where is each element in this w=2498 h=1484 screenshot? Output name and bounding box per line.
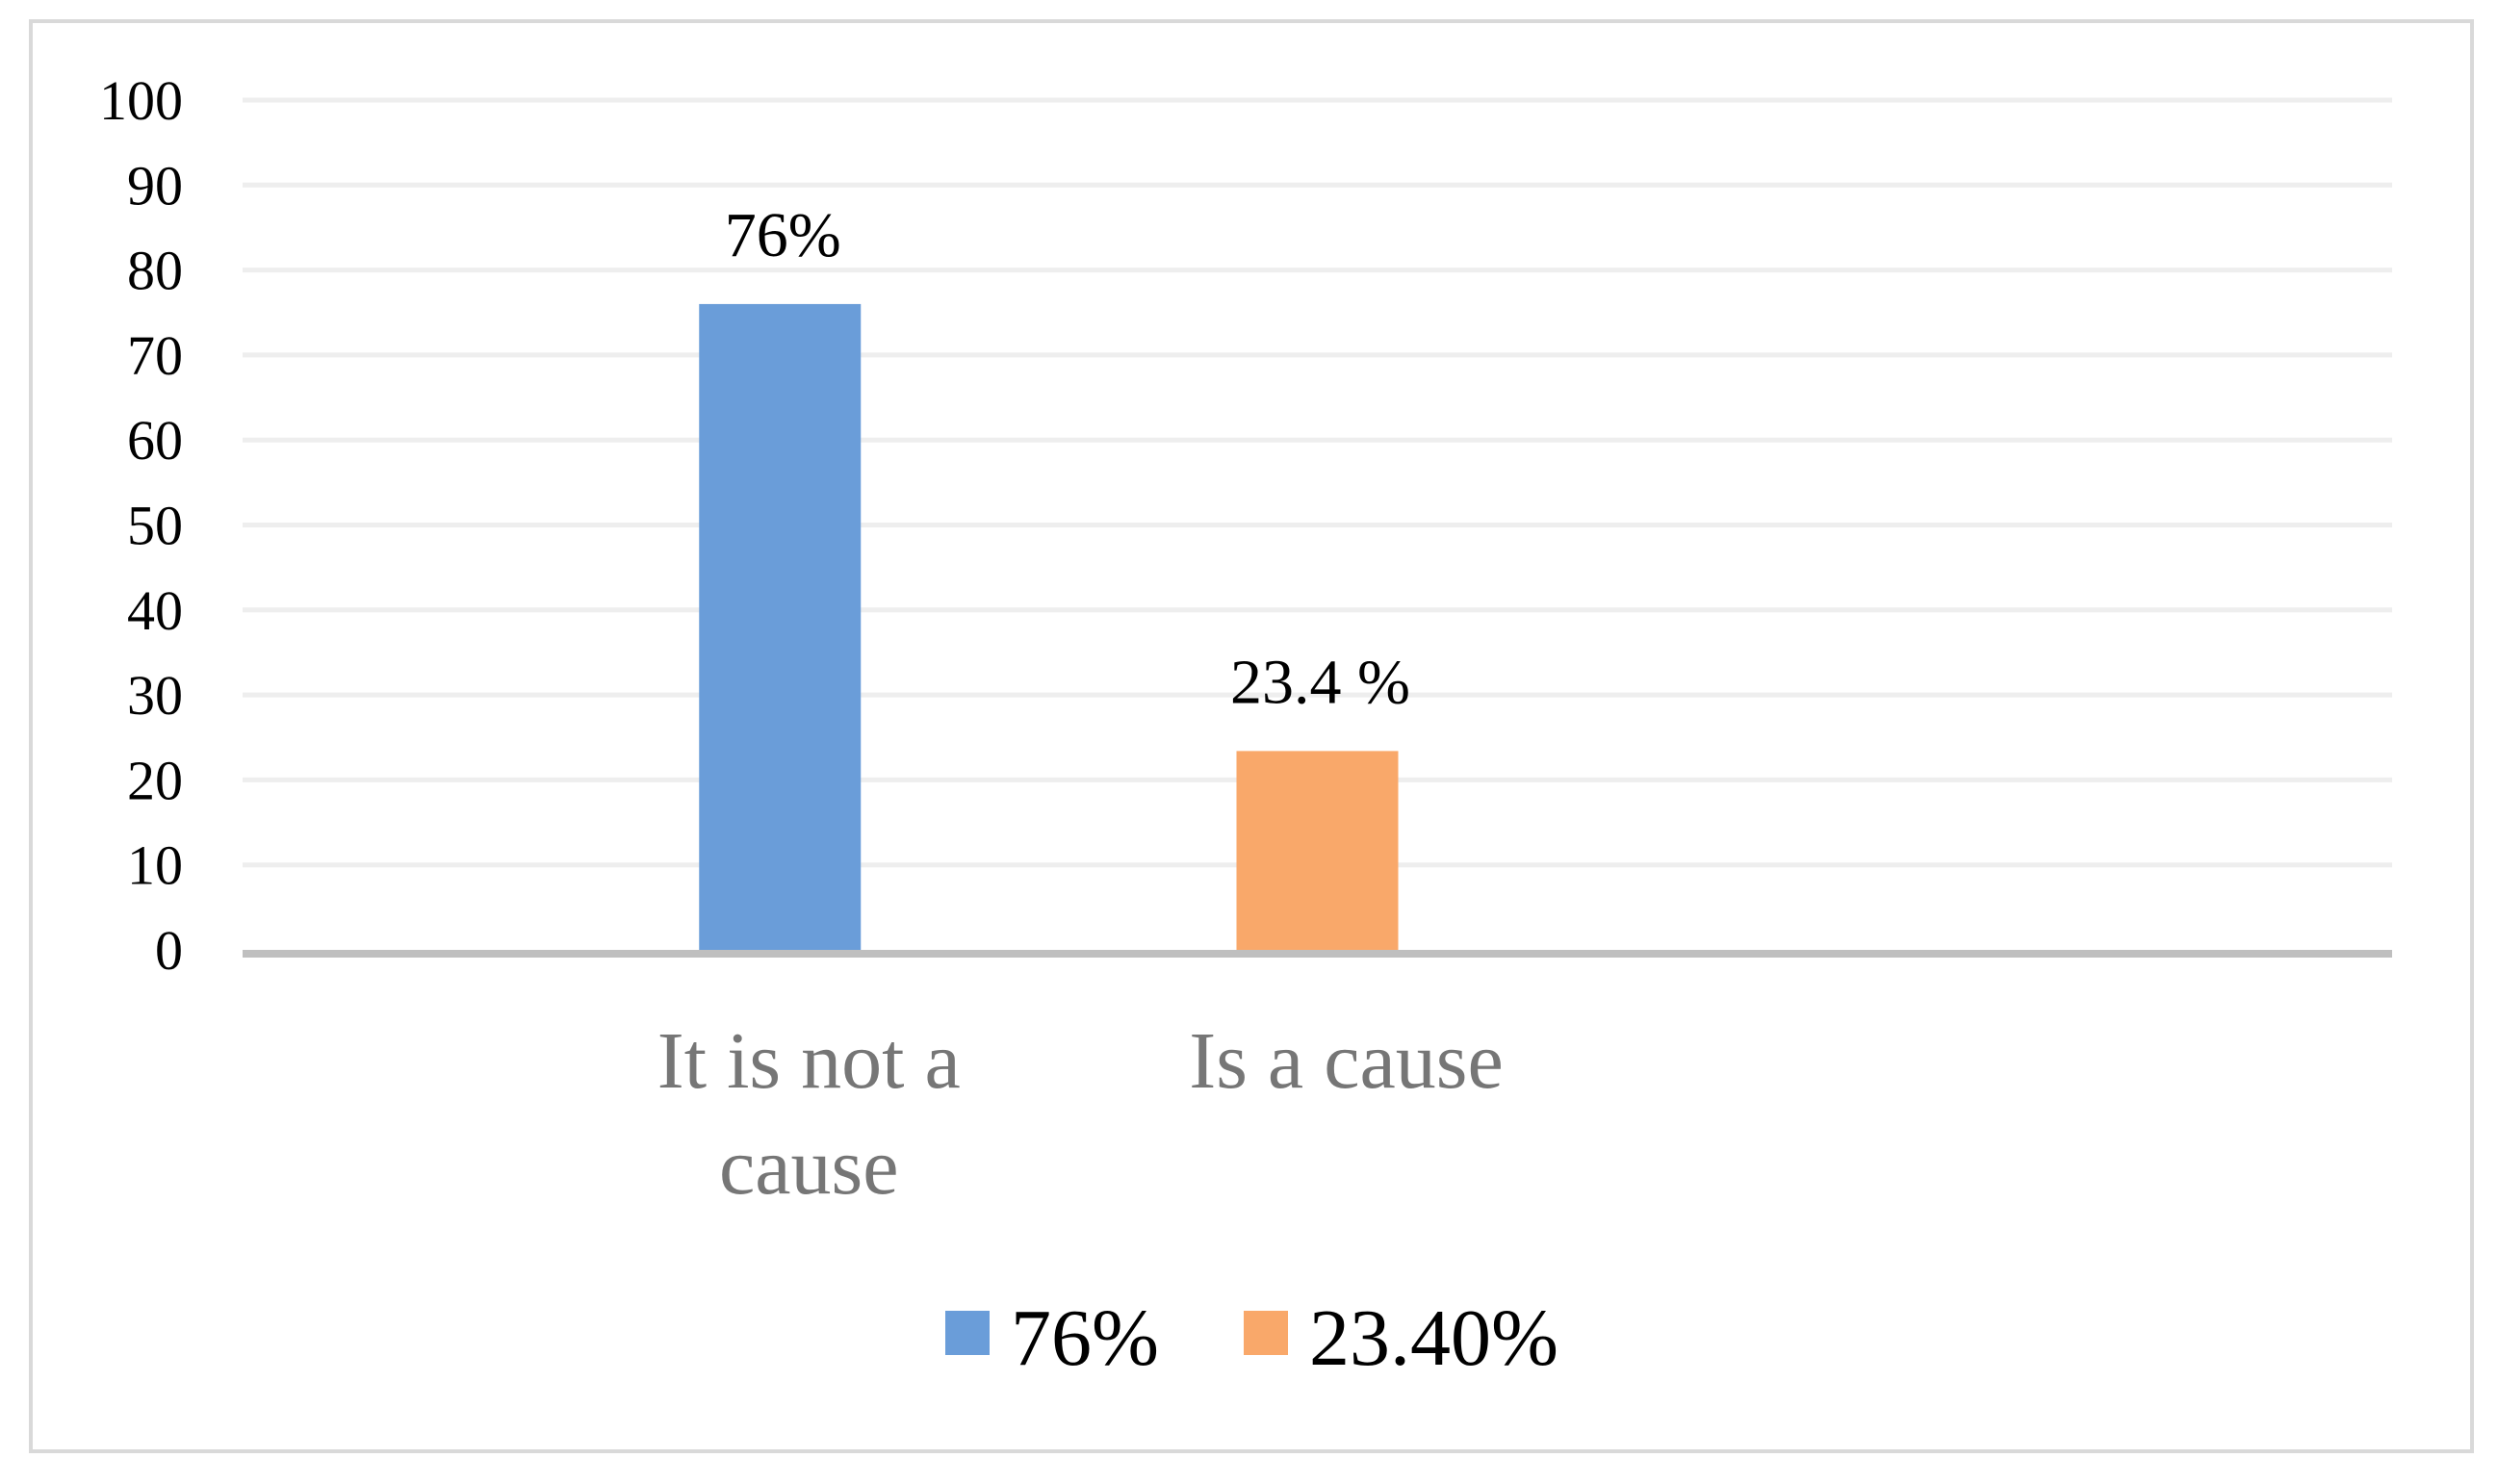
- bars: [699, 303, 1399, 950]
- y-tick-label-70: 70: [127, 324, 183, 387]
- bar-2: [1236, 751, 1399, 950]
- y-tick-label-90: 90: [127, 154, 183, 217]
- data-label-1: 76%: [725, 200, 841, 270]
- chart-frame: [29, 19, 2474, 1453]
- y-tick-label-10: 10: [127, 834, 183, 897]
- y-tick-label-100: 100: [99, 69, 183, 132]
- legend-label-2: 23.40%: [1309, 1293, 1558, 1383]
- y-tick-label-40: 40: [127, 579, 183, 642]
- legend: 76% 23.40%: [945, 1293, 1558, 1383]
- x-tick-label-2-line-1: Is a cause: [1189, 1016, 1503, 1106]
- y-tick-label-0: 0: [155, 919, 183, 982]
- x-axis-labels: It is not a cause Is a cause: [657, 1016, 1504, 1212]
- x-tick-label-1-line-1: It is not a: [657, 1016, 961, 1106]
- legend-swatch-1: [945, 1311, 990, 1355]
- y-tick-label-80: 80: [127, 240, 183, 302]
- y-tick-label-20: 20: [127, 749, 183, 811]
- y-tick-label-60: 60: [127, 409, 183, 472]
- legend-label-1: 76%: [1011, 1293, 1159, 1383]
- x-tick-label-1-line-2: cause: [719, 1122, 899, 1212]
- y-axis-ticks: 0 10 20 30 40 50 60 70 80 90 100: [99, 69, 183, 982]
- y-tick-label-50: 50: [127, 495, 183, 557]
- legend-swatch-2: [1244, 1311, 1288, 1355]
- data-labels: 76% 23.4 %: [725, 200, 1410, 717]
- gridlines: [243, 97, 2392, 868]
- data-label-2: 23.4 %: [1230, 647, 1410, 717]
- y-tick-label-30: 30: [127, 664, 183, 727]
- bar-1: [699, 303, 862, 950]
